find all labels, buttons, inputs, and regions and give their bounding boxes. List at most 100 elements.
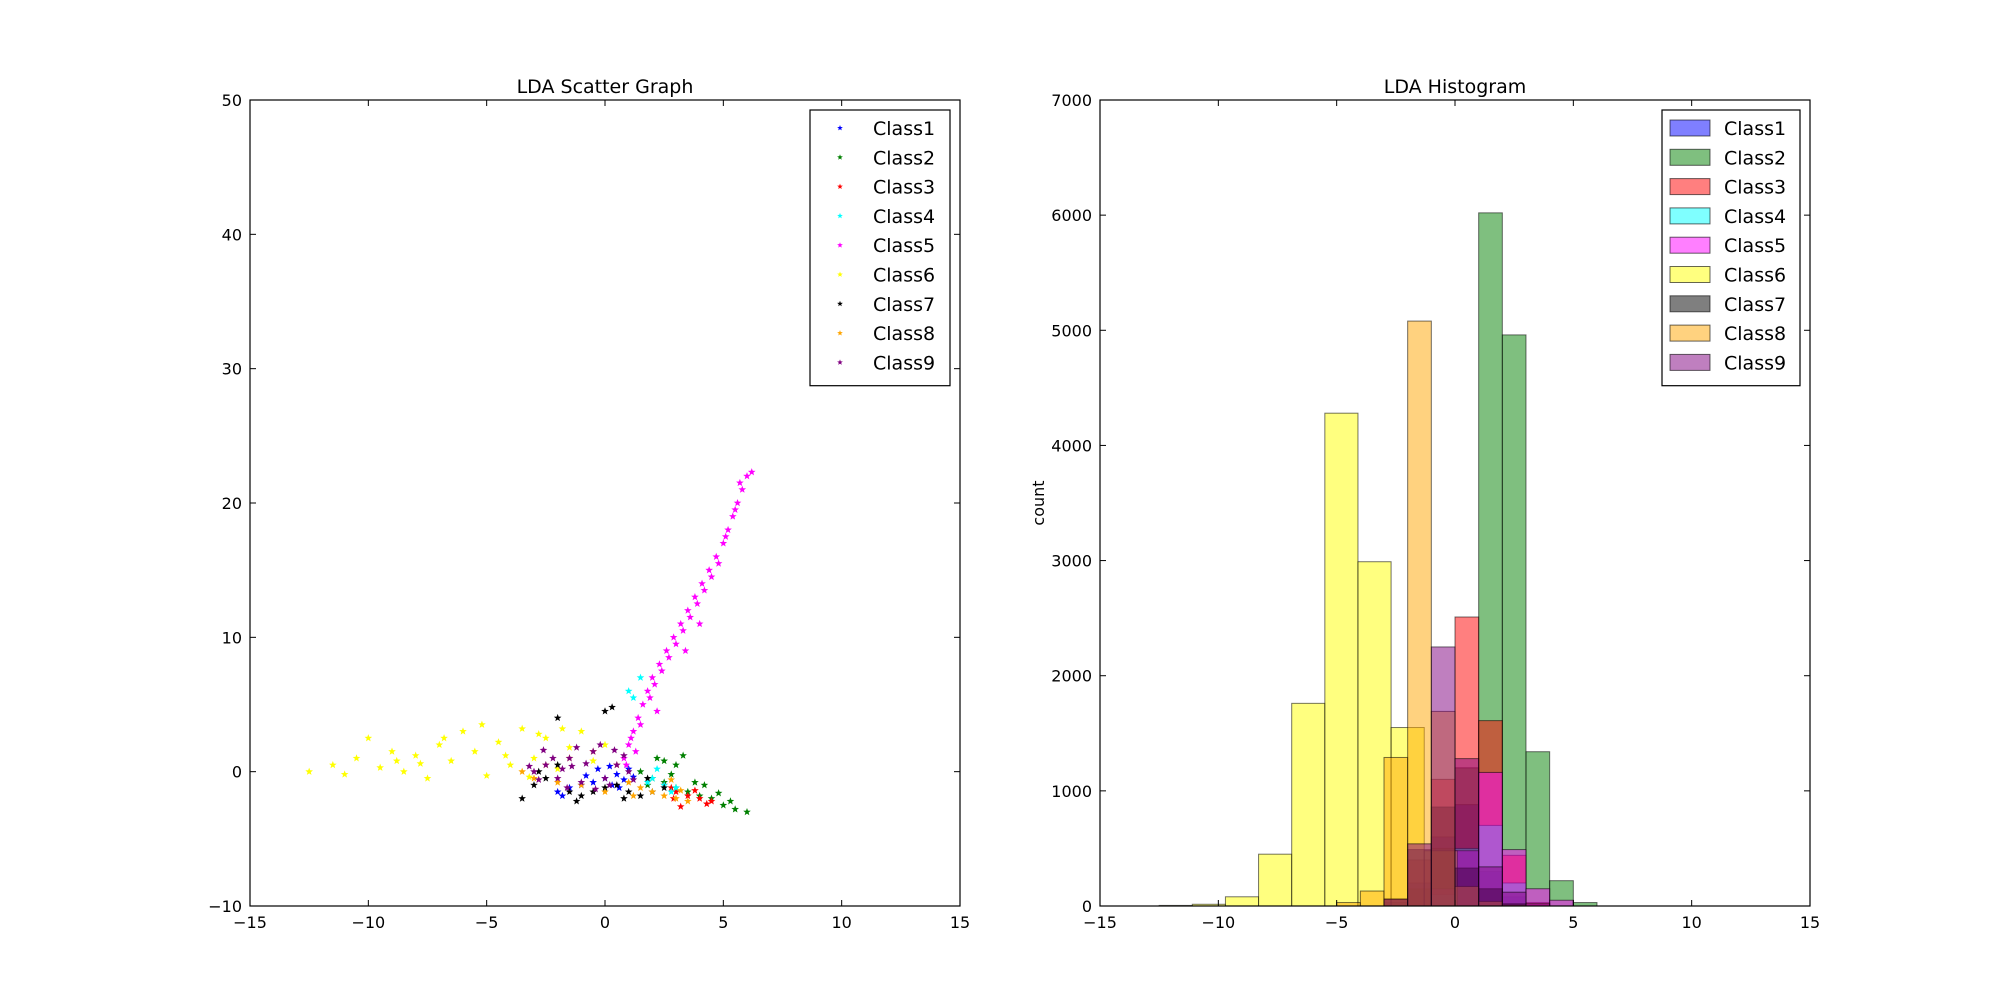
histogram-legend-label-class7: Class7 bbox=[1724, 294, 1786, 316]
histogram-legend-swatch-class4 bbox=[1669, 207, 1711, 225]
scatter-point bbox=[681, 646, 690, 654]
scatter-point bbox=[591, 785, 600, 793]
scatter-point bbox=[605, 781, 614, 789]
histogram-bar bbox=[1324, 412, 1359, 907]
scatter-legend-marker-class4 bbox=[837, 212, 843, 219]
histogram-bar bbox=[1407, 320, 1432, 907]
scatter-point bbox=[731, 505, 739, 513]
histogram-y-tick-label: 0 bbox=[1082, 897, 1092, 916]
scatter-point bbox=[577, 727, 586, 735]
scatter-point bbox=[643, 774, 652, 782]
histogram-bar bbox=[1454, 758, 1480, 907]
scatter-point bbox=[534, 730, 543, 738]
scatter-point bbox=[577, 781, 586, 789]
scatter-point bbox=[702, 799, 711, 808]
scatter-legend-marker-class6 bbox=[837, 271, 843, 277]
histogram-legend-swatch-class2 bbox=[1669, 148, 1711, 166]
scatter-point bbox=[660, 783, 668, 792]
scatter-legend-label-class9: Class9 bbox=[873, 352, 935, 374]
scatter-legend-label-class5: Class5 bbox=[873, 235, 935, 257]
scatter-legend-marker-class7 bbox=[837, 300, 843, 307]
scatter-x-tick-label: 10 bbox=[831, 913, 851, 932]
scatter-point bbox=[329, 760, 337, 769]
scatter-point bbox=[676, 786, 685, 794]
scatter-y-tick-label: −10 bbox=[208, 897, 242, 916]
scatter-point bbox=[695, 619, 704, 628]
histogram-legend-label-class2: Class2 bbox=[1724, 147, 1786, 169]
scatter-point bbox=[582, 771, 590, 779]
scatter-point bbox=[447, 756, 455, 765]
histogram-legend-label-class6: Class6 bbox=[1724, 265, 1786, 287]
histogram-series-class9 bbox=[1383, 646, 1551, 907]
scatter-point bbox=[305, 767, 313, 775]
scatter-point bbox=[672, 787, 680, 796]
scatter-point bbox=[714, 559, 723, 567]
scatter-point bbox=[733, 499, 742, 507]
scatter-point bbox=[565, 754, 574, 762]
histogram-bar bbox=[1359, 890, 1385, 907]
scatter-point bbox=[643, 781, 652, 789]
scatter-point bbox=[534, 775, 543, 783]
scatter-point bbox=[672, 794, 680, 802]
scatter-point bbox=[589, 787, 597, 796]
scatter-point bbox=[340, 770, 349, 778]
scatter-y-tick-label: 50 bbox=[222, 91, 242, 110]
scatter-point bbox=[667, 783, 676, 792]
scatter-point bbox=[400, 767, 408, 775]
scatter-point bbox=[719, 539, 728, 547]
scatter-legend-marker-class2 bbox=[837, 154, 843, 160]
histogram-bar bbox=[1291, 702, 1326, 907]
histogram-legend-label-class4: Class4 bbox=[1724, 206, 1786, 228]
histogram-x-tick-label: 10 bbox=[1681, 913, 1701, 932]
scatter-y-tick-label: 20 bbox=[222, 494, 242, 513]
scatter-point bbox=[676, 802, 685, 810]
scatter-point bbox=[636, 791, 645, 800]
histogram-y-tick-label: 4000 bbox=[1051, 436, 1092, 455]
scatter-point bbox=[624, 787, 633, 796]
scatter-point bbox=[534, 767, 543, 775]
histogram-bar bbox=[1501, 334, 1527, 907]
scatter-point bbox=[721, 532, 730, 540]
scatter-point bbox=[653, 754, 661, 762]
scatter-point bbox=[596, 740, 605, 749]
scatter-point bbox=[435, 740, 444, 749]
scatter-point bbox=[662, 646, 671, 654]
histogram-legend-swatch-class6 bbox=[1669, 266, 1711, 283]
scatter-point bbox=[613, 781, 621, 789]
scatter-y-tick-label: 30 bbox=[222, 360, 242, 379]
scatter-point bbox=[518, 724, 526, 732]
scatter-point bbox=[672, 760, 680, 769]
scatter-x-tick-label: 0 bbox=[600, 913, 610, 932]
histogram-legend-swatch-class8 bbox=[1669, 324, 1711, 342]
scatter-legend-label-class2: Class2 bbox=[873, 147, 935, 169]
histogram-bar bbox=[1478, 866, 1503, 907]
scatter-point bbox=[530, 767, 538, 775]
scatter-point bbox=[636, 767, 645, 775]
histogram-bar bbox=[1407, 843, 1432, 907]
scatter-point bbox=[636, 783, 645, 792]
scatter-point bbox=[471, 747, 479, 755]
scatter-point bbox=[660, 756, 668, 765]
histogram-ticks: −15 −10 −5 0 5 10 15 0 1000 2000 3000 4000 5000 6000 7… bbox=[1051, 91, 1820, 932]
scatter-legend-box bbox=[809, 109, 951, 387]
histogram-bar bbox=[1258, 853, 1293, 907]
scatter-point bbox=[620, 751, 628, 759]
scatter-point bbox=[558, 724, 567, 732]
scatter-point bbox=[684, 791, 692, 800]
histogram-legend-swatch-class1 bbox=[1669, 119, 1711, 137]
scatter-point bbox=[525, 773, 534, 781]
scatter-point bbox=[629, 791, 638, 800]
scatter-point bbox=[631, 747, 640, 755]
scatter-point bbox=[506, 760, 515, 769]
scatter-point bbox=[648, 774, 657, 782]
scatter-x-tick-label: −15 bbox=[233, 913, 267, 932]
histogram-legend-label-class9: Class9 bbox=[1724, 352, 1786, 374]
scatter-point bbox=[643, 687, 652, 695]
scatter-point bbox=[565, 787, 574, 796]
scatter-point bbox=[738, 485, 747, 493]
scatter-point bbox=[605, 762, 614, 770]
scatter-point bbox=[530, 754, 538, 762]
scatter-legend-label-class7: Class7 bbox=[873, 294, 935, 316]
scatter-x-tick-label: 5 bbox=[718, 913, 728, 932]
scatter-point bbox=[714, 789, 723, 797]
